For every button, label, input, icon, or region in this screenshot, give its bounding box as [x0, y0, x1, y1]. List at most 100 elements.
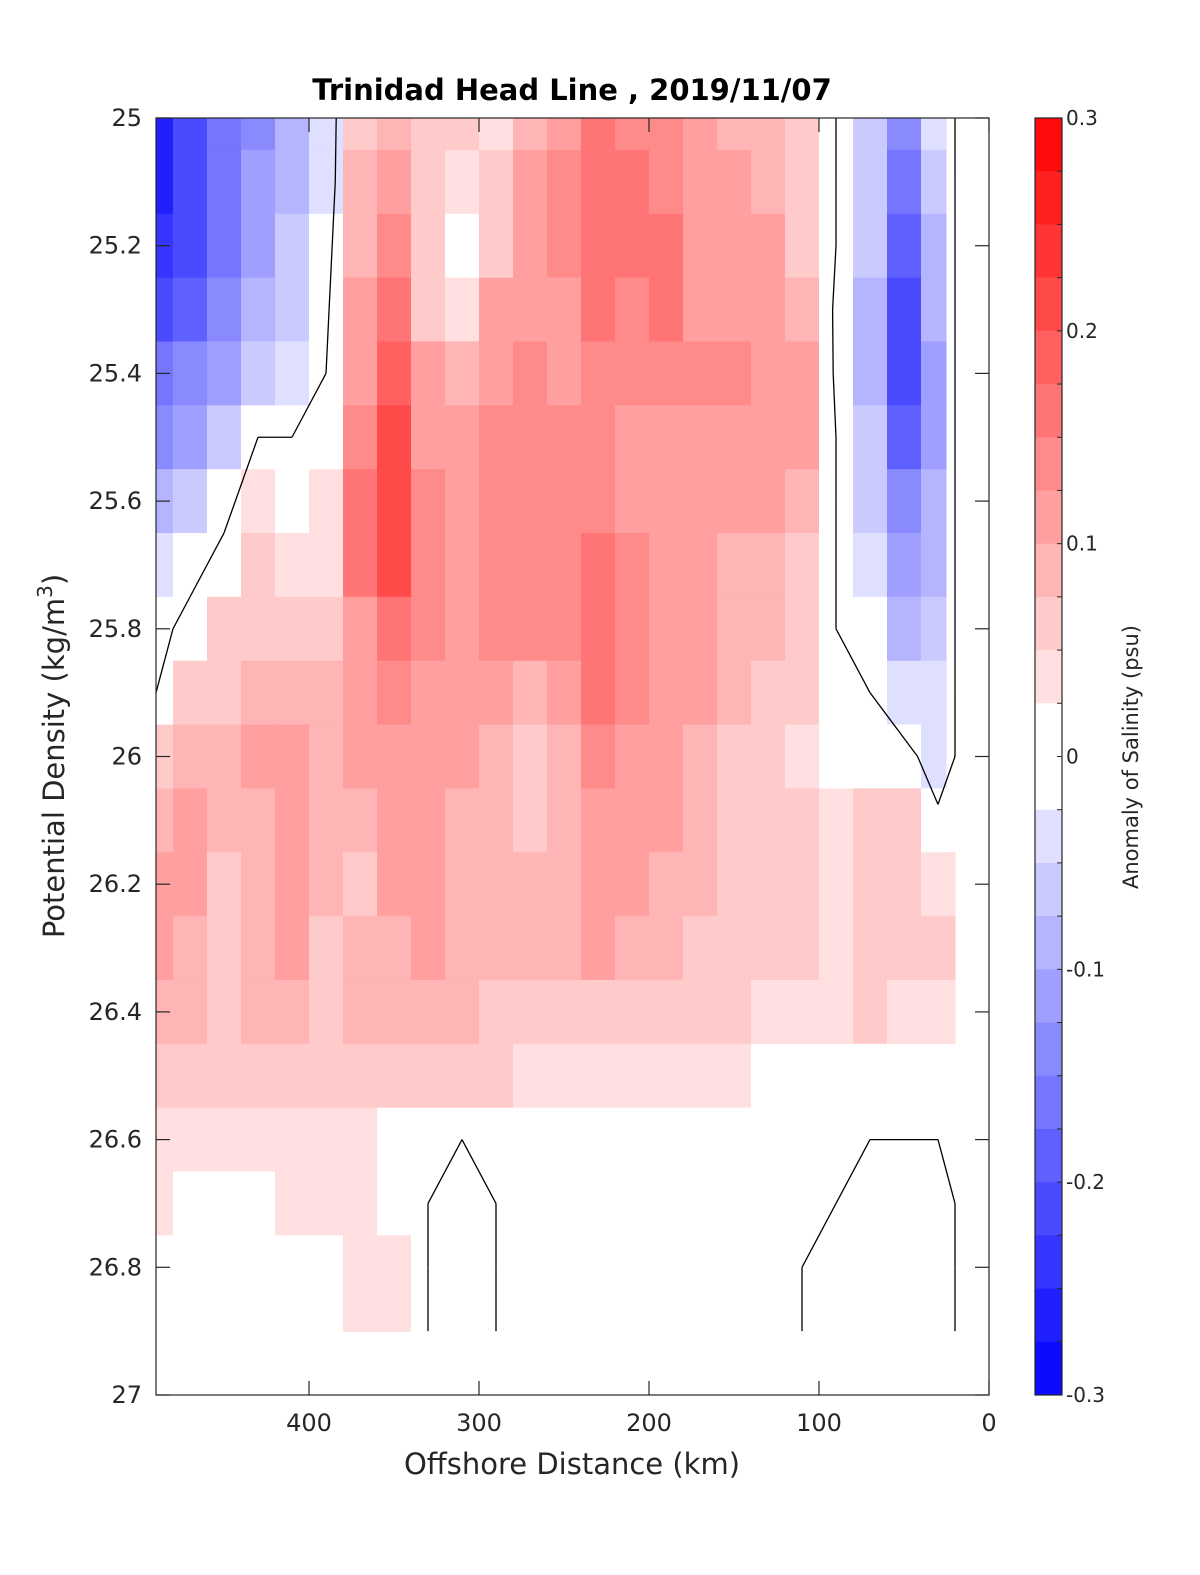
heatmap-cell — [309, 1171, 344, 1236]
heatmap-cell — [513, 341, 548, 406]
heatmap-cell — [649, 533, 684, 598]
heatmap-cell — [207, 405, 242, 470]
heatmap-cell — [887, 1235, 922, 1300]
heatmap-cell — [241, 788, 276, 853]
heatmap-cell — [581, 405, 616, 470]
heatmap-cell — [717, 1107, 752, 1173]
heatmap-cell — [377, 1107, 412, 1173]
heatmap-cell — [343, 979, 378, 1045]
heatmap-cell — [946, 277, 956, 343]
heatmap-cell — [751, 596, 786, 662]
heatmap-cell — [411, 1107, 446, 1173]
heatmap-cell — [785, 1043, 820, 1109]
heatmap-cell — [683, 341, 718, 406]
heatmap-cell — [683, 1171, 718, 1236]
x-tick-label: 0 — [981, 1409, 996, 1437]
heatmap-cell — [581, 533, 616, 598]
heatmap-cell — [921, 341, 948, 406]
zero-contour-segment — [334, 118, 337, 182]
heatmap-cell — [547, 213, 582, 279]
heatmap-cell — [377, 213, 412, 279]
heatmap-cell — [411, 916, 446, 981]
heatmap-cell — [887, 788, 922, 853]
heatmap-cell — [649, 1235, 684, 1300]
heatmap-cell — [887, 916, 922, 981]
heatmap-cell — [921, 596, 948, 662]
heatmap-cell — [513, 1171, 548, 1236]
heatmap-cell — [615, 1043, 650, 1109]
heatmap-cell — [853, 724, 888, 790]
zero-contour-segment — [832, 373, 837, 438]
heatmap-cell — [853, 596, 888, 662]
heatmap-cell — [615, 660, 650, 726]
heatmap-cell — [717, 724, 752, 790]
heatmap-cell — [309, 1043, 344, 1109]
heatmap-cell — [853, 1043, 888, 1109]
heatmap-cell — [615, 341, 650, 406]
heatmap-cell — [819, 1107, 854, 1173]
heatmap-cell — [785, 341, 820, 406]
heatmap-cell — [649, 1043, 684, 1109]
heatmap-cell — [445, 596, 480, 662]
colorbar-level — [1035, 596, 1062, 651]
heatmap-cell — [445, 118, 480, 151]
heatmap-cell — [309, 149, 344, 215]
heatmap-cell — [853, 149, 888, 215]
heatmap-cell — [946, 1299, 956, 1332]
x-tick-label: 200 — [626, 1409, 672, 1437]
heatmap-cell — [445, 533, 480, 598]
y-tick-label: 26.4 — [89, 998, 142, 1026]
heatmap-cell — [411, 979, 446, 1045]
heatmap-cell — [241, 213, 276, 279]
heatmap-cell — [275, 469, 310, 534]
heatmap-cell — [683, 852, 718, 917]
heatmap-cell — [513, 533, 548, 598]
heatmap-cell — [411, 149, 446, 215]
heatmap-cell — [309, 533, 344, 598]
heatmap-cell — [717, 852, 752, 917]
heatmap-cell — [343, 213, 378, 279]
heatmap-cell — [946, 660, 956, 726]
heatmap-cell — [683, 979, 718, 1045]
heatmap-cell — [207, 277, 242, 343]
heatmap-cell — [275, 1299, 310, 1332]
heatmap-cell — [751, 1235, 786, 1300]
zero-contour-segment — [937, 756, 956, 805]
heatmap-cell — [275, 660, 310, 726]
y-tick-label: 25.2 — [89, 232, 142, 260]
heatmap-cell — [717, 1171, 752, 1236]
heatmap-cell — [547, 1171, 582, 1236]
heatmap-cell — [581, 1043, 616, 1109]
heatmap-cell — [275, 277, 310, 343]
heatmap-cell — [445, 405, 480, 470]
heatmap-cell — [343, 118, 378, 151]
heatmap-cell — [479, 788, 514, 853]
colorbar-level — [1035, 969, 1062, 1023]
heatmap-cell — [751, 979, 786, 1045]
heatmap-cell — [173, 405, 208, 470]
heatmap-cell — [649, 979, 684, 1045]
heatmap-cell — [343, 405, 378, 470]
heatmap-cell — [751, 1299, 786, 1332]
heatmap-cell — [411, 469, 446, 534]
heatmap-cell — [241, 724, 276, 790]
heatmap-cell — [785, 533, 820, 598]
heatmap-cell — [275, 852, 310, 917]
x-tick-label: 100 — [796, 1409, 842, 1437]
heatmap-cell — [649, 596, 684, 662]
heatmap-cell — [717, 1299, 752, 1332]
colorbar-level — [1035, 384, 1062, 438]
heatmap-cell — [411, 405, 446, 470]
heatmap-cell — [275, 149, 310, 215]
heatmap-cell — [411, 724, 446, 790]
heatmap-cell — [785, 213, 820, 279]
heatmap-cell — [343, 149, 378, 215]
heatmap-cell — [819, 341, 854, 406]
heatmap-cell — [411, 118, 446, 151]
heatmap-cell — [275, 724, 310, 790]
heatmap-cell — [921, 1235, 948, 1300]
heatmap-cell — [946, 852, 956, 917]
heatmap-cell — [173, 916, 208, 981]
heatmap-cell — [819, 852, 854, 917]
heatmap-cell — [649, 149, 684, 215]
